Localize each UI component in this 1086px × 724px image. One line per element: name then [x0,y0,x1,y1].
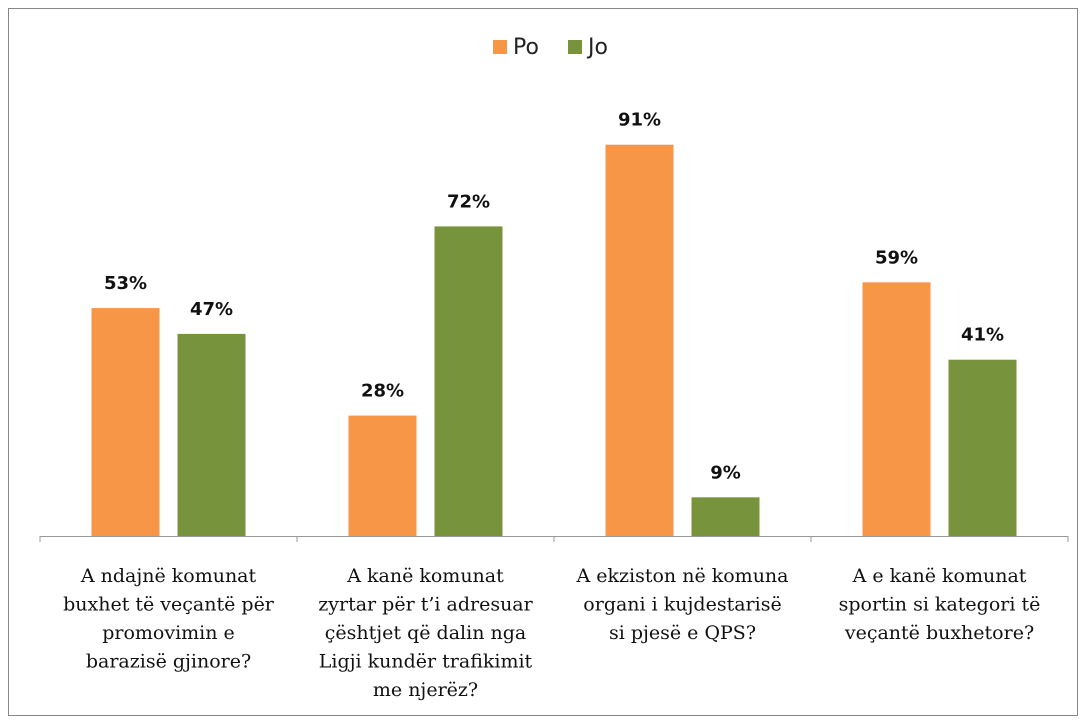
legend-label: Po [513,35,539,60]
bar [348,415,417,536]
x-tick-label: veçantë buxhetore? [844,622,1034,644]
value-label: 47% [190,299,233,320]
bar [948,359,1017,536]
x-tick-label: barazisë gjinore? [86,651,251,673]
x-tick-label: A ndajnë komunat [80,565,257,587]
value-label: 41% [961,325,1004,346]
bar [91,308,160,536]
bar [862,282,931,536]
value-label: 28% [361,381,404,402]
x-tick-label: Ligji kundër trafikimit [319,651,533,673]
bar [177,333,246,536]
value-label: 91% [618,110,661,131]
legend-swatch [493,40,507,54]
value-label: 72% [447,191,490,212]
legend-label: Jo [586,35,608,60]
x-tick-label: A kanë komunat [346,565,504,587]
x-tick-label: me njerëz? [373,679,478,701]
bar [605,144,674,536]
x-tick-label: A e kanë komunat [852,565,1027,587]
bar [691,497,760,536]
x-tick-label: A ekziston në komuna [576,565,789,587]
x-tick-label: zyrtar për t’i adresuar [318,594,533,616]
value-label: 9% [710,462,741,483]
value-label: 53% [104,273,147,294]
x-tick-label: organi i kujdestarisë [583,594,781,616]
value-label: 59% [875,247,918,268]
legend-swatch [568,40,582,54]
bar [434,226,503,536]
x-tick-label: sportin si kategori të [839,594,1041,616]
x-tick-label: promovimin e [102,622,235,644]
x-tick-label: çështjet që dalin nga [325,622,526,644]
x-tick-label: si pjesë e QPS? [609,622,756,644]
x-tick-label: buxhet të veçantë për [63,594,275,616]
